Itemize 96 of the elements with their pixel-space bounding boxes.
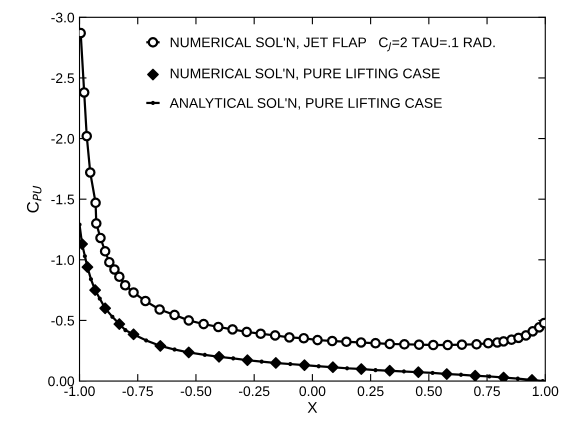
point: [440, 368, 453, 380]
point: [312, 334, 323, 346]
point: [213, 322, 224, 332]
point: [316, 364, 321, 368]
x-tick-label: 0.25: [358, 386, 384, 396]
legend-label: NUMERICAL SOL'N, PURE LIFTING CASE: [170, 68, 440, 80]
point: [213, 350, 225, 363]
point: [414, 339, 424, 350]
point: [260, 360, 264, 364]
x-tick-label: -0.25: [238, 386, 270, 396]
point: [288, 362, 292, 366]
point: [498, 372, 510, 382]
point: [471, 339, 482, 350]
legend-label: ANALYTICAL SOL'N, PURE LIFTING CASE: [170, 98, 442, 110]
x-axis-title: X: [308, 402, 318, 413]
point: [154, 340, 166, 352]
point: [81, 130, 92, 142]
point: [202, 352, 207, 357]
point: [327, 361, 339, 374]
point: [412, 366, 424, 378]
point: [402, 369, 406, 374]
y-tick-label: -1.0: [51, 255, 74, 265]
point: [469, 370, 482, 382]
point: [241, 326, 252, 338]
x-tick-label: -0.50: [180, 386, 212, 396]
point: [370, 338, 381, 348]
point: [430, 370, 435, 375]
point: [482, 338, 494, 348]
point: [298, 332, 310, 344]
point: [270, 330, 280, 341]
point: [298, 359, 310, 372]
point: [183, 315, 194, 326]
point: [123, 328, 128, 332]
point: [373, 368, 378, 372]
point: [89, 284, 102, 296]
point: [100, 246, 110, 257]
point: [227, 324, 238, 335]
point: [341, 336, 352, 348]
point: [113, 318, 126, 330]
point: [120, 280, 130, 291]
point: [231, 356, 236, 360]
point: [458, 372, 464, 377]
y-tick-label: 0.00: [48, 376, 74, 386]
point: [80, 87, 90, 98]
point: [498, 336, 509, 347]
point: [356, 337, 366, 348]
point: [326, 336, 338, 346]
y-tick-label: -2.5: [51, 73, 74, 84]
point: [284, 332, 295, 343]
point: [355, 363, 368, 375]
point: [128, 328, 140, 340]
point: [114, 271, 125, 282]
y-tick-label: -2.0: [51, 134, 74, 144]
y-tick-label: -1.5: [51, 194, 74, 204]
point: [110, 314, 114, 319]
point: [384, 338, 395, 350]
point: [154, 304, 165, 315]
point: [104, 256, 115, 268]
point: [128, 287, 139, 298]
x-tick-label: -1.00: [64, 386, 95, 396]
point: [82, 261, 94, 273]
point: [172, 347, 177, 352]
point: [198, 318, 209, 330]
x-tick-label: -0.75: [122, 386, 153, 396]
y-tick-label: -0.5: [51, 316, 74, 326]
point: [140, 296, 151, 306]
point: [109, 264, 120, 275]
point: [516, 376, 520, 381]
point: [456, 339, 468, 350]
point: [270, 357, 282, 369]
point: [84, 167, 96, 178]
point: [90, 198, 101, 208]
point: [345, 366, 350, 370]
point: [384, 364, 396, 377]
y-tick-label: -3.0: [51, 12, 74, 22]
x-tick-label: 0.00: [299, 386, 326, 396]
point: [88, 277, 94, 282]
x-tick-label: 1.00: [532, 386, 558, 396]
point: [242, 354, 254, 366]
y-axis-title: C$_{PU}$: [26, 186, 42, 212]
point: [98, 296, 102, 301]
point: [95, 232, 106, 244]
point: [399, 339, 410, 350]
point: [442, 340, 453, 350]
point: [144, 338, 148, 343]
legend-label: NUMERICAL SOL'N, JET FLAP C$_{J}$=2 TAU=.1 RAD.: [170, 37, 495, 52]
point: [255, 328, 266, 340]
point: [487, 374, 492, 379]
x-tick-label: 0.75: [474, 386, 500, 396]
point: [99, 302, 112, 314]
point: [169, 310, 180, 320]
x-tick-label: 0.50: [416, 386, 442, 396]
point: [82, 254, 87, 258]
point: [428, 340, 439, 350]
point: [91, 218, 102, 229]
point: [182, 346, 195, 358]
